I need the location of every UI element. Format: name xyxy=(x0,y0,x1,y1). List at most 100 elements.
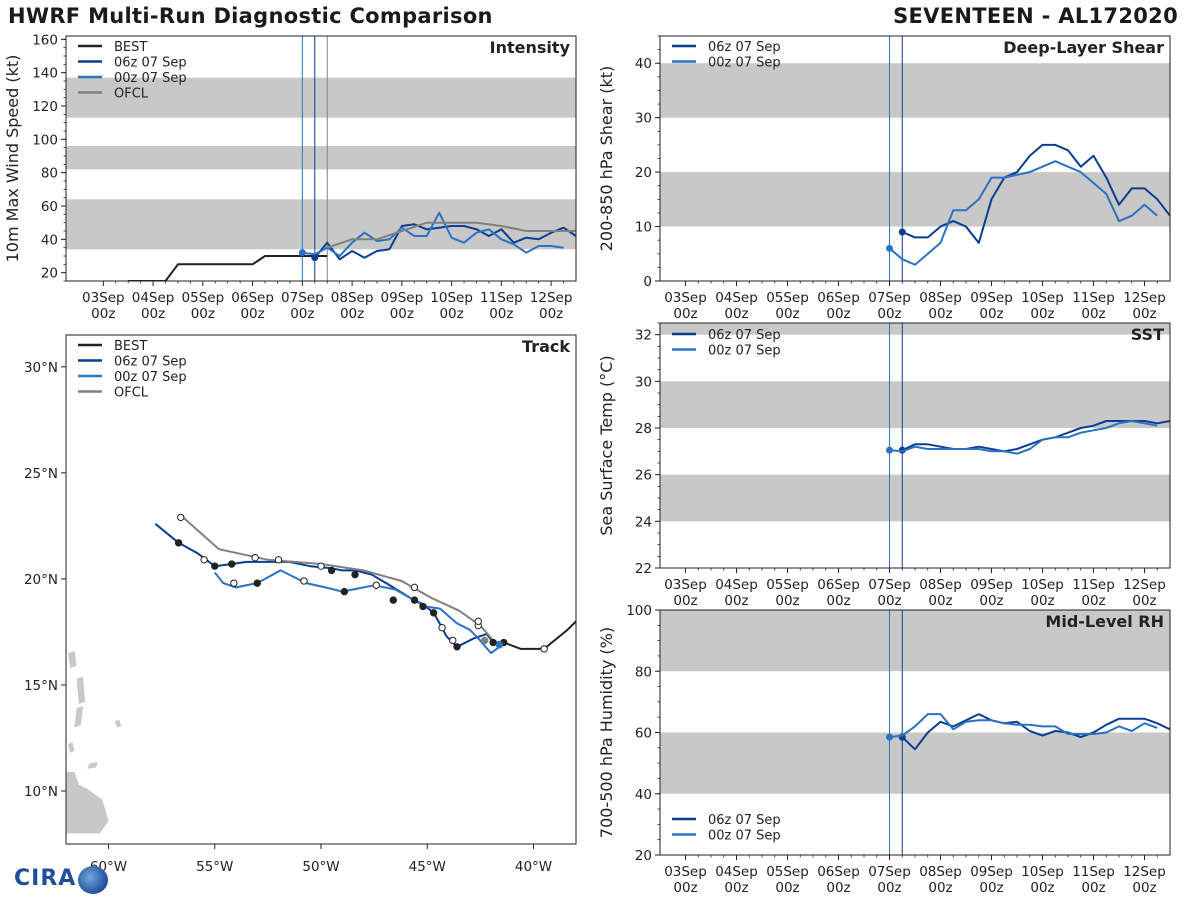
intensity-chart: 2040608010012014016003Sep00z04Sep00z05Se… xyxy=(3,32,577,322)
intensity-legend-label: OFCL xyxy=(114,87,149,102)
sst-xtick-sublabel: 00z xyxy=(775,593,799,609)
sst-init-marker-run00 xyxy=(886,446,893,454)
intensity-legend-label: 00z 07 Sep xyxy=(114,71,187,86)
sst-ytick-label: 32 xyxy=(635,328,652,344)
rh-chart: 2040608010003Sep00z04Sep00z05Sep00z06Sep… xyxy=(597,603,1171,896)
sst-legend-label: 06z 07 Sep xyxy=(708,328,781,343)
track-legend-label: BEST xyxy=(114,339,147,354)
sst-xtick-sublabel: 00z xyxy=(1030,593,1054,609)
track-marker-run06 xyxy=(453,643,461,651)
shear-ytick-label: 40 xyxy=(635,56,652,72)
track-marker-run06 xyxy=(419,602,427,611)
shear-xtick-sublabel: 00z xyxy=(826,306,850,322)
rh-xtick-sublabel: 00z xyxy=(1132,880,1156,896)
intensity-xtick-label: 07Sep xyxy=(281,290,324,306)
shear-xtick-sublabel: 00z xyxy=(1081,306,1105,322)
track-marker-run00 xyxy=(340,587,349,596)
track-marker-run00-start xyxy=(495,640,504,649)
track-marker-run06 xyxy=(327,566,336,575)
sst-ytick-label: 28 xyxy=(635,421,652,437)
intensity-ytick-label: 60 xyxy=(41,199,58,215)
rh-xtick-sublabel: 00z xyxy=(928,880,952,896)
track-ytick-label: 15°N xyxy=(24,678,58,694)
intensity-xtick-label: 05Sep xyxy=(182,290,225,306)
intensity-ylabel: 10m Max Wind Speed (kt) xyxy=(3,55,22,263)
shear-frame xyxy=(659,35,1171,282)
rh-init-marker-run00 xyxy=(886,733,893,741)
track-marker-run06 xyxy=(429,609,438,617)
shear-init-marker-run06 xyxy=(898,228,906,236)
island-f xyxy=(87,762,98,769)
track-marker-run00 xyxy=(300,577,308,585)
island-e xyxy=(68,742,75,753)
track-frame xyxy=(65,334,577,845)
track-ytick-label: 25°N xyxy=(24,466,58,482)
shear-xtick-sublabel: 00z xyxy=(928,306,952,322)
track-marker-ofcl xyxy=(251,553,259,562)
island-a xyxy=(68,651,77,668)
rh-xtick-sublabel: 00z xyxy=(724,880,748,896)
shear-ytick-label: 0 xyxy=(643,274,652,290)
sst-xtick-sublabel: 00z xyxy=(877,593,901,609)
shear-band xyxy=(660,172,1170,227)
rh-xtick-sublabel: 00z xyxy=(673,880,697,896)
track-legend-label: OFCL xyxy=(114,386,149,401)
shear-xtick-sublabel: 00z xyxy=(1132,306,1156,322)
shear-xtick-label: 11Sep xyxy=(1072,290,1115,306)
sst-xtick-sublabel: 00z xyxy=(1081,593,1105,609)
intensity-series-best xyxy=(128,255,328,281)
shear-xtick-label: 09Sep xyxy=(970,290,1013,306)
sst-xtick-label: 03Sep xyxy=(664,577,707,593)
sst-ytick-label: 22 xyxy=(635,561,652,577)
sst-legend-label: 00z 07 Sep xyxy=(708,344,781,359)
intensity-xtick-sublabel: 00z xyxy=(439,306,463,322)
shear-ytick-label: 20 xyxy=(635,165,652,181)
shear-xtick-sublabel: 00z xyxy=(724,306,748,322)
intensity-xtick-label: 03Sep xyxy=(82,290,125,306)
cira-globe-icon xyxy=(78,866,108,894)
intensity-ytick-label: 40 xyxy=(41,232,58,248)
shear-legend-label: 06z 07 Sep xyxy=(708,40,781,55)
rh-xtick-label: 08Sep xyxy=(919,864,962,880)
track-ytick-label: 20°N xyxy=(24,572,58,588)
rh-panel-title: Mid-Level RH xyxy=(1045,612,1164,631)
shear-ytick-label: 10 xyxy=(635,220,652,236)
sst-xtick-label: 08Sep xyxy=(919,577,962,593)
sst-xtick-sublabel: 00z xyxy=(979,593,1003,609)
intensity-init-marker-run06 xyxy=(311,254,319,262)
sst-xtick-label: 07Sep xyxy=(868,577,911,593)
sst-xtick-label: 06Sep xyxy=(817,577,860,593)
intensity-xtick-label: 09Sep xyxy=(381,290,424,306)
rh-frame xyxy=(659,609,1171,856)
rh-band xyxy=(660,610,1170,672)
sst-series-run00 xyxy=(889,420,1158,455)
track-map-area xyxy=(66,513,576,834)
intensity-ytick-label: 120 xyxy=(32,99,58,115)
intensity-xtick-sublabel: 00z xyxy=(290,306,314,322)
sst-ytick-label: 30 xyxy=(635,374,652,390)
shear-xtick-label: 06Sep xyxy=(817,290,860,306)
rh-xtick-label: 06Sep xyxy=(817,864,860,880)
island-d xyxy=(114,719,122,728)
shear-xtick-label: 07Sep xyxy=(868,290,911,306)
rh-xtick-sublabel: 00z xyxy=(877,880,901,896)
track-line-ofcl xyxy=(180,514,494,642)
intensity-xtick-sublabel: 00z xyxy=(489,306,513,322)
shear-xtick-sublabel: 00z xyxy=(877,306,901,322)
intensity-init-marker-run00 xyxy=(298,249,306,257)
intensity-xtick-sublabel: 00z xyxy=(340,306,364,322)
track-legend-label: 00z 07 Sep xyxy=(114,370,187,385)
sst-xtick-label: 11Sep xyxy=(1072,577,1115,593)
rh-legend-label: 06z 07 Sep xyxy=(708,813,781,828)
track-marker-run00 xyxy=(230,579,238,587)
intensity-xtick-sublabel: 00z xyxy=(240,306,264,322)
track-marker-run06 xyxy=(174,539,183,547)
track-marker-run00 xyxy=(410,596,419,604)
track-marker-ofcl xyxy=(317,562,325,570)
track-marker-ofcl xyxy=(274,556,283,564)
track-marker-run06 xyxy=(211,562,219,570)
rh-ytick-label: 80 xyxy=(635,664,652,680)
intensity-frame xyxy=(65,35,577,282)
rh-xtick-label: 12Sep xyxy=(1123,864,1166,880)
track-marker-run06 xyxy=(228,560,236,568)
